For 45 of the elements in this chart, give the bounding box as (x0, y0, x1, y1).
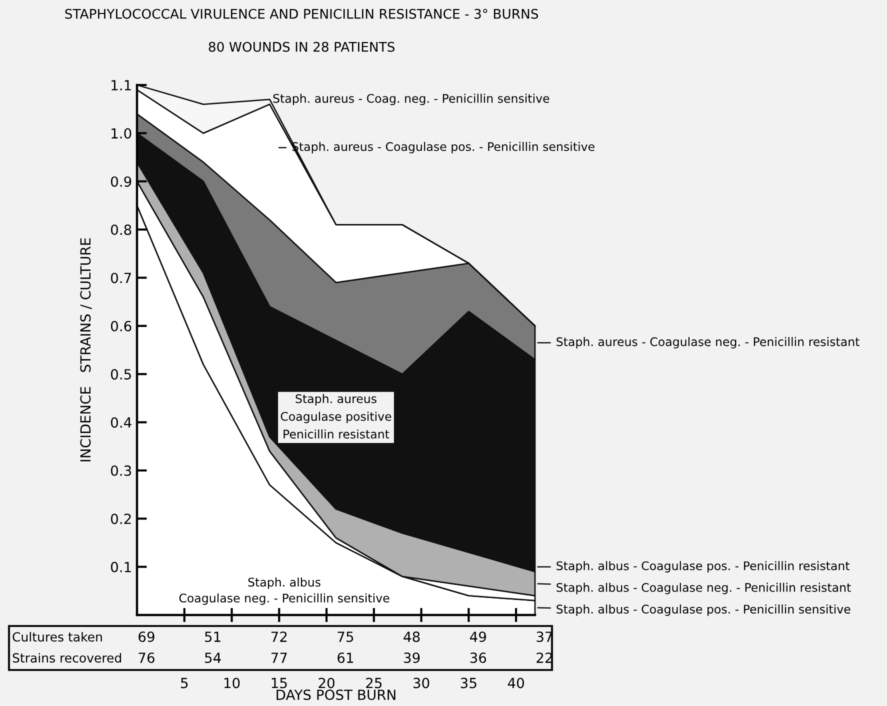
y-tick-label: 0.9 (110, 176, 132, 187)
legend-label: Staph. albus - Coagulase pos. - Penicillin resistant (556, 561, 850, 573)
text: 75 (338, 632, 354, 642)
legend-label: Staph. albus - Coagulase pos. - Penicillin sensitive (556, 604, 850, 616)
text: 72 (271, 632, 287, 642)
x-axis-title: DAYS POST BURN (276, 690, 396, 700)
text: 54 (205, 652, 221, 664)
text: Strains recovered (12, 652, 122, 663)
text: 39 (404, 652, 420, 664)
text: 37 (536, 632, 552, 642)
text: Cultures taken (12, 632, 102, 642)
x-tick-label: 15 (272, 678, 287, 688)
y-tick-label: 0.8 (110, 224, 132, 236)
chart-title: STAPHYLOCOCCAL VIRULENCE AND PENICILLIN RESISTANCE - 3° BURNS (65, 8, 538, 19)
y-tick-label: 0.6 (110, 320, 132, 332)
y-tick-label: 0.5 (110, 369, 131, 380)
series-label: Staph. aureus Coagulase positive Penicillin resistant (280, 394, 392, 439)
y-tick-label: 1.1 (112, 80, 131, 90)
text: 69 (138, 632, 154, 642)
x-tick-label: 20 (318, 678, 334, 688)
x-tick-label: 35 (460, 678, 476, 688)
x-tick-label: 10 (224, 678, 240, 688)
text: 76 (138, 652, 154, 664)
text: 51 (205, 632, 220, 642)
y-axis-title: INCIDENCE STRAINS / CULTURE (80, 238, 92, 462)
y-tick-label: 0.3 (110, 465, 132, 476)
chart-subtitle: 80 WOUNDS IN 28 PATIENTS (208, 42, 395, 52)
text: 61 (338, 652, 354, 664)
y-tick-label: 0.2 (110, 514, 131, 524)
y-tick-label: 0.4 (110, 417, 132, 428)
series-label: Staph. aureus - Coag. neg. - Penicillin sensitive (273, 94, 550, 106)
series-label: Staph. albus Coagulase neg. - Penicillin sensitive (179, 577, 390, 605)
legend-label: Staph. aureus - Coagulase neg. - Penicillin resistant (556, 337, 860, 348)
x-tick-label: 40 (508, 678, 524, 688)
x-tick-label: 5 (181, 678, 188, 688)
y-tick-label: 0.7 (110, 272, 131, 284)
x-tick-label: 30 (414, 678, 430, 688)
x-tick-label: 25 (366, 678, 382, 688)
text: 36 (470, 652, 486, 664)
text: 77 (271, 652, 287, 663)
legend-label: Staph. albus - Coagulase neg. - Penicillin resistant (556, 582, 851, 594)
y-tick-label: 1.0 (112, 128, 132, 139)
y-tick-label: 0.1 (110, 562, 131, 572)
text: 48 (404, 632, 420, 642)
text: 49 (470, 632, 486, 642)
